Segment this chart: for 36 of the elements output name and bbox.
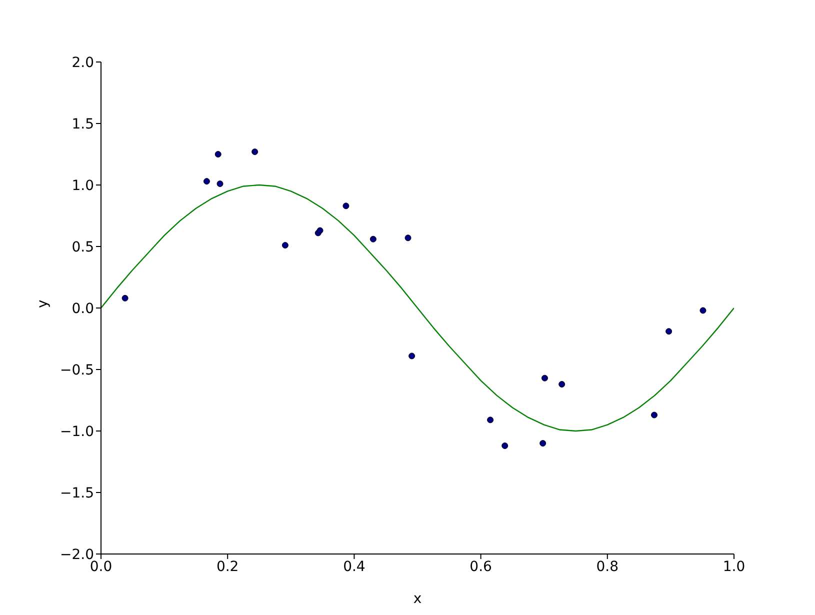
- y-axis-title: y: [34, 300, 51, 308]
- point: [203, 178, 210, 185]
- point: [370, 236, 376, 242]
- point: [502, 442, 508, 450]
- y-tick-label: 1.0: [72, 178, 94, 194]
- point: [666, 328, 672, 335]
- point: [541, 374, 548, 382]
- point: [558, 381, 566, 388]
- y-tick-label: −1.5: [60, 485, 94, 502]
- point: [650, 412, 658, 418]
- point: [282, 242, 288, 249]
- x-tick-label: 0.8: [596, 558, 619, 575]
- point: [540, 440, 546, 447]
- point: [216, 180, 224, 188]
- y-tick-label: 1.5: [72, 116, 94, 132]
- point: [122, 294, 128, 302]
- x-axis-title: x: [413, 591, 422, 607]
- x-tick-label: 1.0: [722, 558, 746, 575]
- point: [700, 307, 706, 314]
- point: [487, 416, 494, 424]
- x-tick-label: 0.2: [216, 558, 239, 575]
- y-tick-label: 2.0: [72, 54, 94, 71]
- y-tick-label: 0.0: [72, 300, 94, 317]
- y-tick-label: 0.5: [72, 239, 94, 256]
- point: [404, 234, 412, 242]
- x-tick-label: 0.0: [90, 558, 112, 575]
- y-tick-label: −0.5: [60, 362, 94, 378]
- line-series: [101, 184, 734, 432]
- point: [316, 227, 324, 234]
- point: [252, 148, 258, 156]
- point: [214, 151, 222, 158]
- x-tick-label: 0.4: [343, 558, 366, 575]
- point: [408, 352, 416, 360]
- y-tick-label: −1.0: [60, 424, 94, 440]
- x-tick-label: 0.6: [470, 558, 492, 575]
- point: [342, 202, 350, 210]
